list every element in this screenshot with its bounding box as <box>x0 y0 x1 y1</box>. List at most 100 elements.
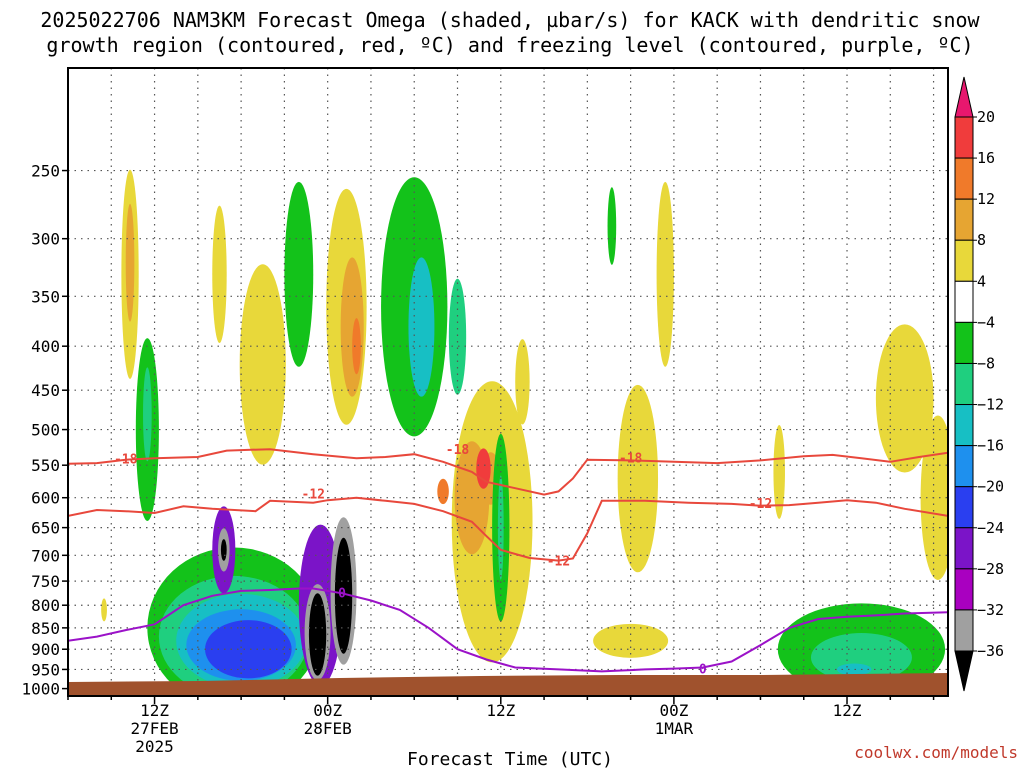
y-tick-label: 550 <box>31 456 60 475</box>
yellow-plume-5 <box>515 339 530 425</box>
contour-label--12: -12 <box>302 488 325 503</box>
colorbar-label: −24 <box>977 519 1004 537</box>
colorbar-label: −36 <box>977 642 1004 660</box>
colorbar-bin <box>954 239 974 282</box>
y-tick-label: 350 <box>31 287 60 306</box>
y-tick-label: 850 <box>31 619 60 638</box>
green-small-4 <box>607 187 617 265</box>
y-tick-label: 400 <box>31 337 60 356</box>
plot-area: -18 -18 -18 -12 -12 -12 0 0 <box>68 68 948 696</box>
y-tick-label: 1000 <box>21 680 60 699</box>
y-tick-label: 250 <box>31 162 60 181</box>
x-tick-label: 12Z <box>486 701 515 720</box>
teal-upper-2 <box>408 257 435 397</box>
yellow-plume-3 <box>239 264 286 465</box>
colorbar-label: 4 <box>977 272 986 290</box>
colorbar-label: −4 <box>977 313 995 331</box>
colorbar-top-arrow <box>954 76 974 118</box>
x-tick-label: 00Z <box>659 701 688 720</box>
colorbar-label: 8 <box>977 231 986 249</box>
colorbar-bin <box>954 280 974 323</box>
orange-plume-1 <box>125 203 135 322</box>
contour-label-0: 0 <box>699 662 707 677</box>
terrain-ground <box>68 673 948 696</box>
y-tick-label: 900 <box>31 640 60 659</box>
yellow-plume-12 <box>101 598 107 622</box>
y-tick-label: 700 <box>31 546 60 565</box>
contour-line-0 <box>68 587 948 673</box>
y-tick-label: 500 <box>31 421 60 440</box>
yellow-plume-10 <box>920 415 948 580</box>
x-tick-label: 27FEB <box>130 719 178 738</box>
colorbar-bottom-arrow <box>954 650 974 692</box>
contour-line--18 <box>68 448 948 496</box>
yellow-plume-11 <box>773 424 785 519</box>
contour-label-0: 0 <box>338 586 346 601</box>
colorbar-bin <box>954 445 974 488</box>
x-tick-label: 12Z <box>833 701 862 720</box>
colorbar-label: 12 <box>977 190 995 208</box>
colorbar-bin <box>954 568 974 611</box>
grid-lines <box>68 68 948 696</box>
conv-black-c <box>334 537 353 654</box>
contour-label--18: -18 <box>114 453 138 468</box>
teal-column-1 <box>143 367 152 462</box>
colorbar-bin <box>954 321 974 364</box>
contour-label--12: -12 <box>547 555 570 570</box>
x-tick-label: 2025 <box>135 737 174 756</box>
y-tick-label: 600 <box>31 489 60 508</box>
conv-black-a <box>220 539 227 561</box>
contour-label--18: -18 <box>619 451 643 466</box>
contour-line--12 <box>68 496 948 562</box>
yellow-plume-8 <box>656 181 674 367</box>
contour-label--12: -12 <box>749 497 772 512</box>
colorbar-bin <box>954 116 974 159</box>
y-tick-label: 800 <box>31 596 60 615</box>
y-axis: 250 300 350 400 450 500 550 600 650 700 750 800 850 9… <box>21 162 68 699</box>
colorbar-label: −8 <box>977 354 995 372</box>
x-tick-label: 12Z <box>140 701 169 720</box>
conv-deepblue <box>205 620 292 679</box>
contour-lines: -18 -18 -18 -12 -12 -12 0 0 <box>68 443 948 677</box>
title-line-2: growth region (contoured, red, ºC) and f… <box>46 33 973 57</box>
green-upper-1 <box>284 181 314 367</box>
colorbar-bin <box>954 527 974 570</box>
orange-plume-4 <box>340 257 364 397</box>
colorbar-label: 16 <box>977 149 995 167</box>
colorbar-bin <box>954 198 974 241</box>
y-tick-label: 300 <box>31 230 60 249</box>
x-tick-label: 1MAR <box>655 719 694 738</box>
x-tick-label: 00Z <box>313 701 342 720</box>
colorbar-label: −20 <box>977 478 1004 496</box>
colorbar-label: −12 <box>977 396 1004 414</box>
colorbar-bin <box>954 404 974 447</box>
y-tick-label: 950 <box>31 660 60 679</box>
seafoam-column-3 <box>497 475 504 580</box>
y-tick-label: 450 <box>31 381 60 400</box>
yellow-plume-7 <box>617 384 659 573</box>
x-tick-label: 28FEB <box>304 719 352 738</box>
seafoam-upper-2 <box>448 278 467 395</box>
red-core-6a <box>437 478 449 505</box>
colorbar-label: −32 <box>977 601 1004 619</box>
colorbar-bin <box>954 157 974 200</box>
plot-frame <box>67 67 949 697</box>
conv-black-b <box>308 593 327 676</box>
omega-shading <box>101 169 948 696</box>
y-tick-label: 750 <box>31 572 60 591</box>
x-axis-title: Forecast Time (UTC) <box>407 749 613 768</box>
y-tick-label: 650 <box>31 519 60 538</box>
red-core-6b <box>476 448 491 489</box>
title-line-1: 2025022706 NAM3KM Forecast Omega (shaded… <box>40 8 980 32</box>
credit-text: coolwx.com/models <box>854 743 1018 762</box>
orange-core-4 <box>352 318 361 375</box>
colorbar-bin <box>954 362 974 406</box>
colorbar-bin <box>954 609 974 652</box>
contour-label--18: -18 <box>446 443 470 458</box>
colorbar-label: 20 <box>977 108 995 126</box>
colorbar-label: −16 <box>977 437 1004 455</box>
colorbar: 20 16 12 8 4 −4 −8 −12 −16 −20 −24 −28 −32 −36 <box>954 76 1004 692</box>
teal-low-5 <box>836 663 872 676</box>
